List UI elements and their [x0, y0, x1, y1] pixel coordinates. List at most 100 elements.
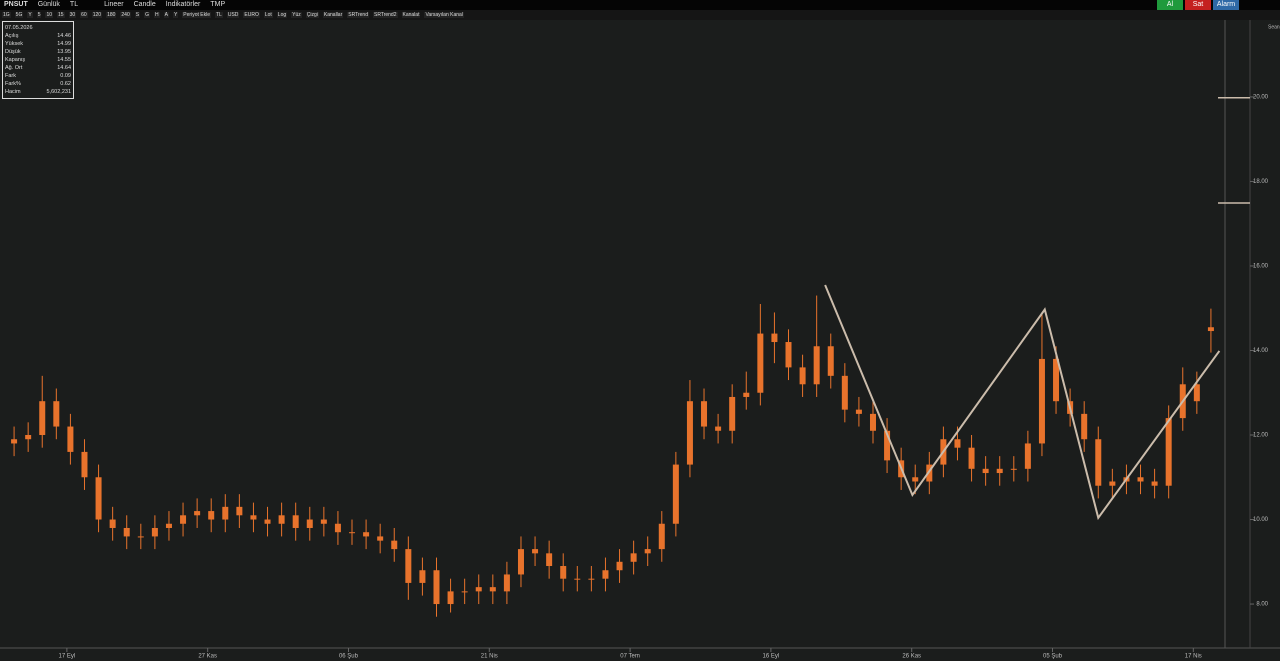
tool-button[interactable]: Y — [27, 12, 33, 18]
indicators[interactable]: İndikatörler — [165, 1, 201, 8]
candle-body — [1207, 327, 1214, 332]
x-tick-label: 21 Nis — [481, 654, 498, 660]
candle-body — [701, 401, 708, 427]
info-row: Fark% 0.62 — [5, 80, 71, 88]
x-tick-label: 27 Kas — [198, 654, 217, 660]
candle-body — [25, 435, 32, 440]
tool-button[interactable]: Periyot Ekle — [182, 12, 211, 18]
candle-body — [968, 447, 975, 469]
tool-button[interactable]: 180 — [106, 12, 117, 18]
trade-button[interactable]: Sat — [1185, 0, 1211, 10]
trade-button[interactable]: Al — [1157, 0, 1183, 10]
tool-button[interactable]: 240 — [120, 12, 131, 18]
x-tick-label: 26 Kas — [902, 654, 921, 660]
y-tick-label: 14.00 — [1253, 348, 1269, 354]
candle-body — [349, 532, 356, 534]
style[interactable]: Candle — [133, 1, 156, 8]
tool-button[interactable]: Kanalat — [401, 12, 421, 18]
info-label: Düşük — [5, 49, 21, 55]
candle-body — [377, 536, 384, 541]
y-tick-label: 16.00 — [1253, 264, 1269, 270]
candle-body — [180, 515, 187, 524]
candle-body — [546, 553, 553, 567]
candle-body — [560, 566, 567, 579]
template[interactable]: TMP — [210, 1, 226, 8]
tool-button[interactable]: Y — [172, 12, 179, 18]
candle-body — [405, 549, 412, 583]
x-tick-label: 05 Şub — [1043, 654, 1063, 660]
candle-body — [855, 409, 862, 414]
candle-body — [503, 574, 510, 592]
tool-button[interactable]: 60 — [80, 12, 88, 18]
candle-body — [306, 519, 313, 528]
candle-body — [785, 342, 792, 368]
tool-button[interactable]: Varsayılan Kanal — [424, 12, 464, 18]
tool-button[interactable]: EURO — [243, 12, 260, 18]
candle-body — [1193, 384, 1200, 402]
info-row: Kapanış 14.55 — [5, 56, 71, 64]
candle-body — [447, 591, 454, 605]
candle-body — [715, 426, 722, 431]
tool-button[interactable]: Yüz — [291, 12, 302, 18]
y-tick-label: 18.00 — [1253, 179, 1269, 185]
info-label: Ağ. Ort — [5, 65, 23, 71]
info-value: 14.55 — [57, 57, 71, 63]
tool-button[interactable]: 1G — [2, 12, 11, 18]
x-tick-label: 16 Eyl — [763, 654, 780, 660]
tool-button[interactable]: 10 — [45, 12, 54, 18]
tool-button[interactable]: 15 — [57, 12, 65, 18]
candle-body — [250, 515, 257, 520]
candle-body — [799, 367, 806, 385]
candle-body — [1151, 481, 1158, 486]
tool-button[interactable]: Kanallar — [322, 12, 344, 18]
candle-body — [194, 511, 201, 516]
candle-body — [658, 523, 665, 550]
tool-button[interactable]: G — [144, 12, 150, 18]
candle-body — [208, 511, 215, 520]
candle-body — [489, 587, 496, 592]
candle-body — [53, 401, 60, 427]
symbol[interactable]: PNSUT — [4, 1, 28, 8]
trade-buttons: Al Sat Alarm — [1156, 0, 1240, 10]
info-value: 5,602,231 — [46, 89, 71, 95]
tool-button[interactable]: 120 — [91, 12, 103, 18]
candle-body — [236, 506, 243, 516]
candle-body — [771, 333, 778, 343]
tool-button[interactable]: SRTrend2 — [372, 12, 398, 18]
trade-button[interactable]: Alarm — [1213, 0, 1239, 10]
tool-button[interactable]: Log — [276, 12, 288, 18]
period[interactable]: Günlük — [37, 1, 60, 8]
tool-button[interactable]: USD — [226, 12, 240, 18]
candle-body — [320, 519, 327, 524]
info-value: 14.64 — [57, 65, 71, 71]
candle-body — [869, 413, 876, 431]
tool-button[interactable]: Çizgi — [305, 12, 319, 18]
session-label: Sean — [1268, 24, 1280, 30]
tool-button[interactable]: H — [153, 12, 160, 18]
tool-button[interactable]: Lot — [263, 12, 273, 18]
x-tick-label: 06 Şub — [339, 654, 359, 660]
tool-button[interactable]: 5 — [36, 12, 42, 18]
currency[interactable]: TL — [69, 1, 79, 8]
tool-button[interactable]: TL — [214, 12, 223, 18]
info-value: 13.95 — [57, 49, 71, 55]
tool-button[interactable]: 30 — [68, 12, 77, 18]
scale[interactable]: Lineer — [104, 1, 124, 8]
candle-body — [644, 549, 651, 554]
candle-body — [630, 553, 637, 562]
candle-body — [334, 523, 341, 533]
tool-button[interactable]: A — [163, 12, 169, 18]
candle-body — [151, 527, 158, 537]
candle-body — [588, 578, 595, 580]
candle-body — [419, 570, 426, 583]
tool-button[interactable]: S — [134, 12, 141, 18]
info-row: Açılış 14.46 — [5, 32, 71, 40]
candle-body — [292, 515, 299, 528]
tool-button[interactable]: 5G — [14, 12, 24, 18]
candle-body — [1081, 413, 1088, 440]
candle-body — [827, 346, 834, 376]
candle-body — [433, 570, 440, 605]
candle-body — [982, 468, 989, 474]
candle-body — [123, 527, 130, 537]
tool-button[interactable]: SRTrend — [347, 12, 369, 18]
